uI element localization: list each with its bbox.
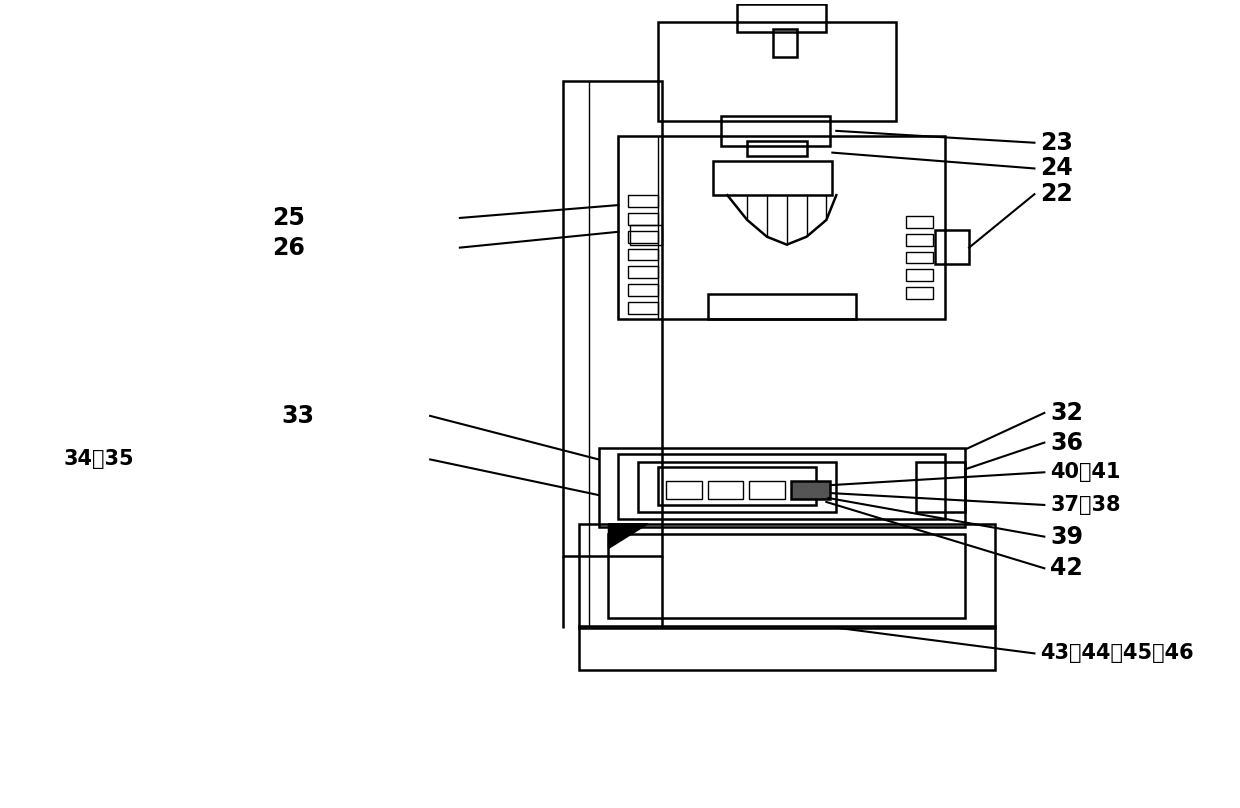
Text: 23: 23 bbox=[1040, 131, 1074, 154]
Bar bbox=[619, 136, 945, 319]
Bar bbox=[905, 234, 934, 246]
Text: 40、41: 40、41 bbox=[1050, 462, 1121, 482]
Bar bbox=[905, 269, 934, 281]
Bar bbox=[722, 116, 831, 145]
Text: 36: 36 bbox=[1050, 431, 1084, 455]
Text: 25: 25 bbox=[272, 206, 305, 230]
Text: 42: 42 bbox=[1050, 556, 1083, 580]
Bar bbox=[713, 161, 832, 196]
Bar bbox=[639, 462, 836, 512]
Text: 39: 39 bbox=[1050, 524, 1084, 549]
Bar bbox=[905, 251, 934, 263]
Bar bbox=[629, 249, 658, 260]
Bar bbox=[905, 287, 934, 299]
Text: 22: 22 bbox=[1040, 182, 1073, 206]
Bar bbox=[905, 216, 934, 228]
Bar bbox=[915, 462, 965, 512]
Bar bbox=[629, 284, 658, 296]
Bar bbox=[749, 482, 785, 499]
Bar bbox=[629, 213, 658, 225]
Bar bbox=[629, 302, 658, 314]
Text: 32: 32 bbox=[1050, 401, 1084, 425]
Text: 24: 24 bbox=[1040, 157, 1073, 180]
Bar bbox=[609, 533, 965, 618]
Bar bbox=[658, 22, 895, 121]
Polygon shape bbox=[609, 524, 649, 549]
Bar bbox=[748, 141, 806, 156]
Bar bbox=[629, 231, 658, 242]
Bar bbox=[935, 229, 968, 264]
Text: 34、35: 34、35 bbox=[63, 449, 134, 469]
Text: 37、38: 37、38 bbox=[1050, 495, 1121, 515]
Text: 26: 26 bbox=[272, 236, 305, 259]
Text: 43、44、45、46: 43、44、45、46 bbox=[1040, 643, 1194, 663]
Bar bbox=[630, 225, 662, 245]
Bar bbox=[619, 454, 945, 519]
Bar bbox=[599, 448, 965, 527]
Bar bbox=[738, 4, 826, 32]
Bar bbox=[579, 625, 994, 670]
Bar bbox=[708, 482, 743, 499]
Bar bbox=[658, 467, 816, 505]
Bar bbox=[629, 267, 658, 278]
Text: 33: 33 bbox=[281, 404, 315, 428]
Bar bbox=[791, 482, 831, 499]
Bar bbox=[773, 29, 796, 57]
Bar bbox=[666, 482, 702, 499]
Bar bbox=[629, 196, 658, 207]
Bar bbox=[579, 524, 994, 628]
Bar bbox=[563, 82, 662, 557]
Bar bbox=[708, 294, 856, 319]
